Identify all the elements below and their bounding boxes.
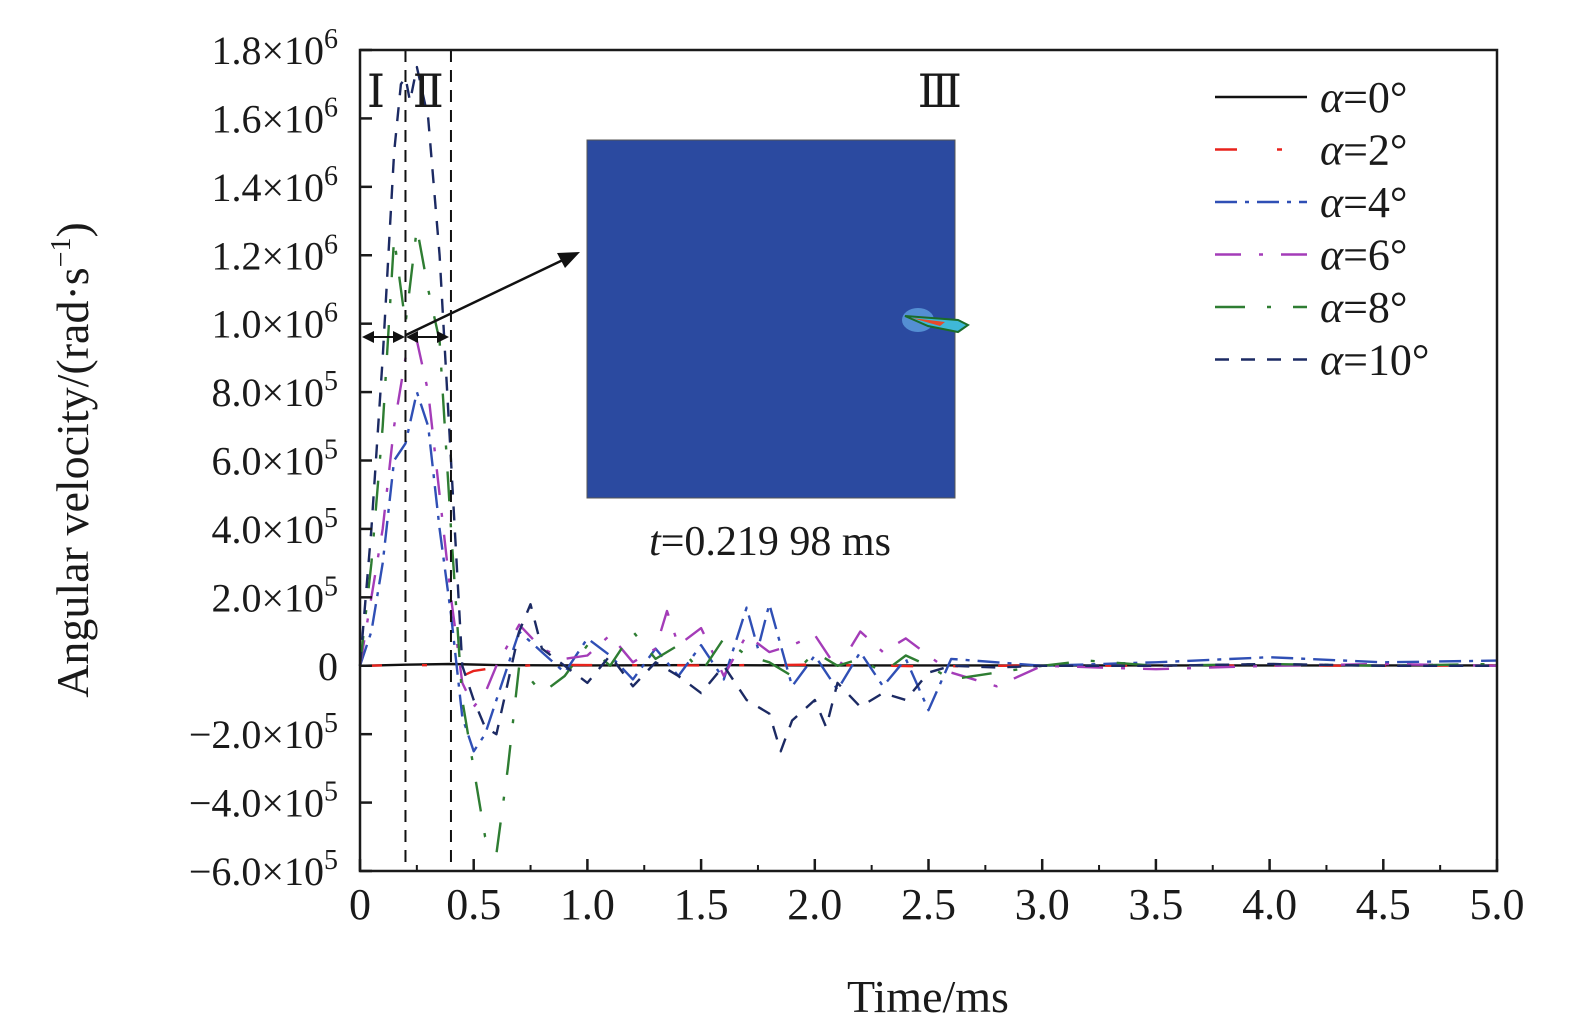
stage-width-arrows <box>362 331 449 343</box>
stage-1-arrow-right <box>393 331 405 343</box>
legend-label-2: α=4° <box>1320 178 1408 227</box>
x-tick-label: 2.5 <box>901 880 956 929</box>
y-axis-label-sup: −1 <box>46 238 77 268</box>
y-axis: 1.8×106 1.6×106 1.4×106 1.2×106 1.0×106 8.0×1… <box>189 24 372 894</box>
y-tick-label: −2.0×105 <box>189 708 338 757</box>
y-tick-label: −4.0×105 <box>189 777 338 826</box>
stage-label-2: Ⅱ <box>413 66 444 117</box>
y-tick-label: 6.0×105 <box>211 435 338 484</box>
y-tick-label: 8.0×105 <box>211 366 338 415</box>
inset-projectile-core <box>912 318 945 326</box>
x-tick-label: 1.0 <box>560 880 615 929</box>
x-axis-label: Time/ms <box>847 971 1009 1022</box>
y-tick-label: 1.6×106 <box>211 92 338 141</box>
y-axis-label: Angular velocity/(rad·s−1) <box>46 222 98 698</box>
y-tick-label: 1.4×106 <box>211 161 338 210</box>
y-tick-label: −6.0×105 <box>189 845 338 894</box>
legend-label-0: α=0° <box>1320 73 1408 122</box>
y-tick-label: 4.0×105 <box>211 503 338 552</box>
svg-text:Angular velocity/(rad·s−1): Angular velocity/(rad·s−1) <box>46 222 98 698</box>
x-tick-label: 3.0 <box>1015 880 1070 929</box>
stage-label-3: Ⅲ <box>918 66 962 117</box>
stage-label-1: Ⅰ <box>367 66 385 117</box>
series-line-0 <box>359 662 1497 667</box>
inset-caption-value: =0.219 98 ms <box>661 519 891 565</box>
x-tick-label: 2.0 <box>787 880 842 929</box>
y-axis-label-main: Angular velocity/(rad·s <box>47 267 98 697</box>
y-axis-label-close: ) <box>47 222 98 237</box>
series-line-5 <box>358 65 1497 753</box>
x-axis: 0 0.5 1.0 1.5 2.0 2.5 3.0 3.5 4.0 4.5 5.0 <box>349 859 1525 929</box>
series-layer <box>358 65 1498 856</box>
x-tick-label: 0.5 <box>446 880 501 929</box>
inset-panel <box>586 139 956 499</box>
x-tick-label: 1.5 <box>674 880 729 929</box>
stage-2-arrow-left <box>406 331 418 343</box>
legend-label-1: α=2° <box>1320 126 1408 175</box>
x-tick-label: 4.5 <box>1356 880 1411 929</box>
series-line-2 <box>358 390 1498 753</box>
y-tick-label: 2.0×105 <box>211 571 338 620</box>
series-line-3 <box>358 339 1498 708</box>
legend-label-3: α=6° <box>1320 231 1408 280</box>
x-tick-label: 3.5 <box>1128 880 1183 929</box>
inset-caption-t: t <box>649 519 662 565</box>
legend-label-5: α=10° <box>1320 336 1430 385</box>
series-line-4 <box>358 226 1498 856</box>
inset-caption: t=0.219 98 ms <box>649 519 891 565</box>
inset-contour-snapshot: t=0.219 98 ms <box>405 139 970 565</box>
y-tick-label: 1.0×106 <box>211 298 338 347</box>
inset-arrow-head <box>557 252 580 268</box>
x-tick-label: 0 <box>349 880 371 929</box>
y-tick-label: 1.2×106 <box>211 229 338 278</box>
x-tick-label: 4.0 <box>1242 880 1297 929</box>
x-tick-label: 5.0 <box>1470 880 1525 929</box>
y-tick-label: 1.8×106 <box>211 24 338 73</box>
inset-arrow-line <box>405 257 566 337</box>
y-tick-label: 0 <box>318 644 338 689</box>
stage-2-arrow-right <box>437 331 449 343</box>
legend-label-4: α=8° <box>1320 283 1408 332</box>
legend: α=0°α=2°α=4°α=6°α=8°α=10° <box>1215 73 1430 385</box>
stage-1-arrow-left <box>362 331 374 343</box>
